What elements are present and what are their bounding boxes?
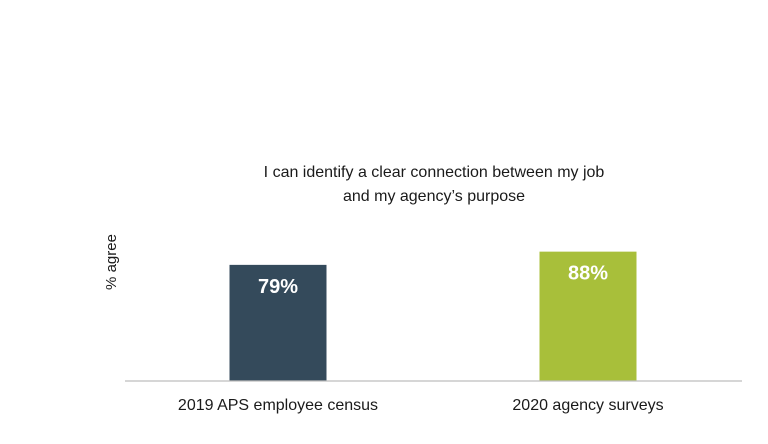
data-label-1: 79% — [258, 276, 298, 298]
y-axis-label: % agree — [103, 234, 120, 290]
chart-title-line-2: and my agency’s purpose — [343, 188, 525, 205]
bar-1 — [229, 264, 327, 381]
bars-group: 79% 88% — [229, 251, 637, 381]
category-label-1: 2019 APS employee census — [178, 397, 378, 414]
bar-2 — [539, 251, 637, 381]
category-label-2: 2020 agency surveys — [512, 397, 663, 414]
category-labels-group: 2019 APS employee census 2020 agency surv… — [178, 397, 664, 414]
data-label-2: 88% — [568, 263, 608, 285]
chart-title-line-1: I can identify a clear connection betwee… — [264, 164, 605, 181]
